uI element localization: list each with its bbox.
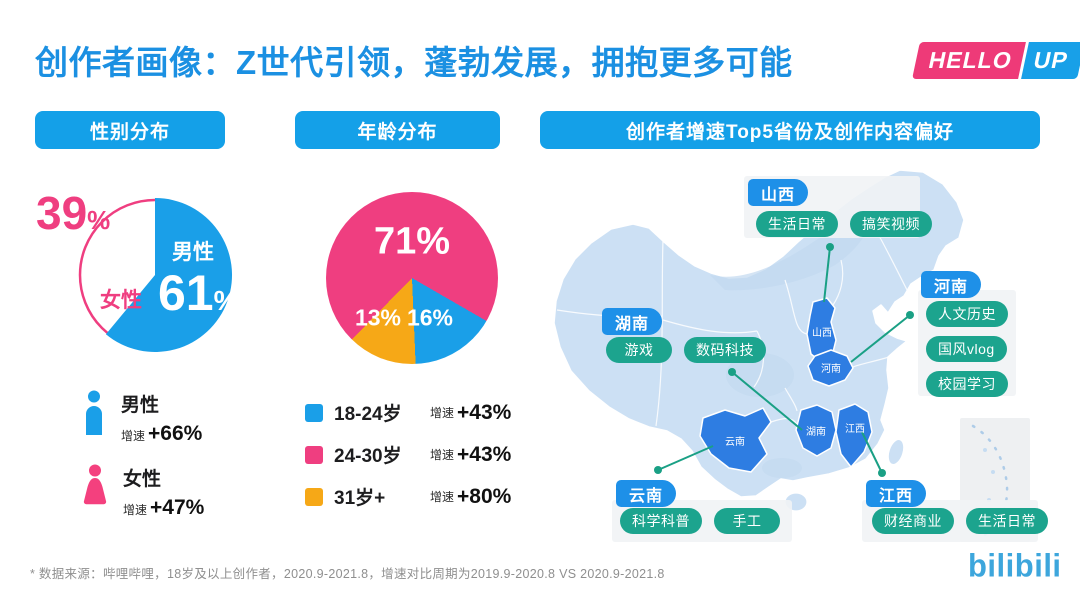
gender-pie-chart (78, 198, 233, 352)
swatch-orange (305, 487, 323, 506)
tag-yunnan-2: 手工 (714, 508, 780, 534)
jiangxi-label: 江西 (866, 480, 927, 507)
swatch-pink (305, 445, 323, 464)
tag-henan-2: 国风vlog (926, 336, 1007, 362)
age-legend-row-3: 31岁+ 增速 +80% (305, 483, 511, 510)
hunan-label: 湖南 (602, 308, 663, 335)
tag-shanxi-2: 搞笑视频 (850, 211, 932, 237)
male-slice-label: 男性 (172, 241, 214, 264)
age-slice-16: 16% (406, 304, 454, 331)
province-yunnan (699, 407, 772, 473)
male-legend-label: 男性 (121, 395, 160, 416)
female-person-icon (83, 464, 107, 505)
map-label-jiangxi: 江西 (845, 423, 865, 435)
section-header-age: 年龄分布 (295, 111, 500, 149)
henan-tags: 人文历史 国风vlog 校园学习 (926, 301, 1008, 397)
shanxi-tags: 生活日常 搞笑视频 (756, 211, 932, 237)
map-label-hunan: 湖南 (806, 425, 826, 438)
page-title: 创作者画像：Z世代引领，蓬勃发展，拥抱更多可能 (35, 44, 793, 81)
male-person-icon (86, 390, 102, 435)
tag-henan-1: 人文历史 (926, 301, 1008, 327)
province-jiangxi (835, 403, 873, 468)
map-shade-south (762, 458, 802, 478)
female-percent: 39% (36, 187, 111, 239)
tag-henan-3: 校园学习 (926, 371, 1008, 397)
shanxi-label: 山西 (748, 179, 809, 206)
age-slice-13: 13% (354, 304, 402, 331)
tag-shanxi-1: 生活日常 (756, 211, 838, 237)
tag-hunan-1: 游戏 (606, 337, 672, 363)
data-source-note: * 数据来源：哔哩哔哩，18岁及以上创作者，2020.9-2021.8，增速对比… (30, 567, 665, 581)
section-header-map: 创作者增速Top5省份及创作内容偏好 (540, 111, 1040, 149)
taiwan-island (887, 438, 905, 466)
gender-legend-female: 女性 增速 +47% (83, 464, 204, 520)
hello-up-logo: HELLO UP (912, 42, 1080, 79)
map-label-shanxi: 山西 (812, 327, 832, 339)
map-province-names: 山西 河南 湖南 江西 云南 (725, 327, 865, 448)
female-growth: 增速 +47% (123, 496, 205, 519)
map-label-yunnan: 云南 (725, 435, 745, 448)
bilibili-logo: bilibili (968, 547, 1062, 584)
tag-hunan-2: 数码科技 (684, 337, 766, 363)
gender-pie-male-slice (105, 198, 233, 352)
tag-yunnan-1: 科学科普 (620, 508, 702, 534)
province-hunan (795, 404, 837, 457)
age-pie-chart: 71% 13% 16% (326, 192, 498, 364)
swatch-blue (305, 403, 323, 422)
tag-jiangxi-2: 生活日常 (966, 508, 1048, 534)
gender-legend-male: 男性 增速 +66% (83, 390, 202, 446)
male-percent: 61% (158, 265, 239, 321)
province-henan (807, 349, 854, 387)
map-label-henan: 河南 (821, 362, 841, 375)
connector-lines (657, 246, 911, 474)
tag-jiangxi-1: 财经商业 (872, 508, 954, 534)
yunnan-label: 云南 (616, 480, 677, 507)
connector-dots (654, 243, 914, 477)
hello-logo-text: HELLO (912, 42, 1026, 79)
female-legend-label: 女性 (123, 469, 162, 490)
henan-label: 河南 (921, 271, 982, 298)
up-logo-text: UP (1021, 42, 1080, 79)
yunnan-tags: 科学科普 手工 (620, 508, 780, 534)
male-growth: 增速 +66% (121, 422, 203, 445)
section-header-gender: 性别分布 (35, 111, 225, 149)
female-slice-label: 女性 (100, 289, 142, 312)
age-slice-71: 71% (373, 220, 451, 263)
jiangxi-tags: 财经商业 生活日常 (872, 508, 1048, 534)
hunan-tags: 游戏 数码科技 (606, 337, 766, 363)
age-legend-row-1: 18-24岁 增速 +43% (305, 399, 511, 426)
age-legend-row-2: 24-30岁 增速 +43% (305, 441, 511, 468)
